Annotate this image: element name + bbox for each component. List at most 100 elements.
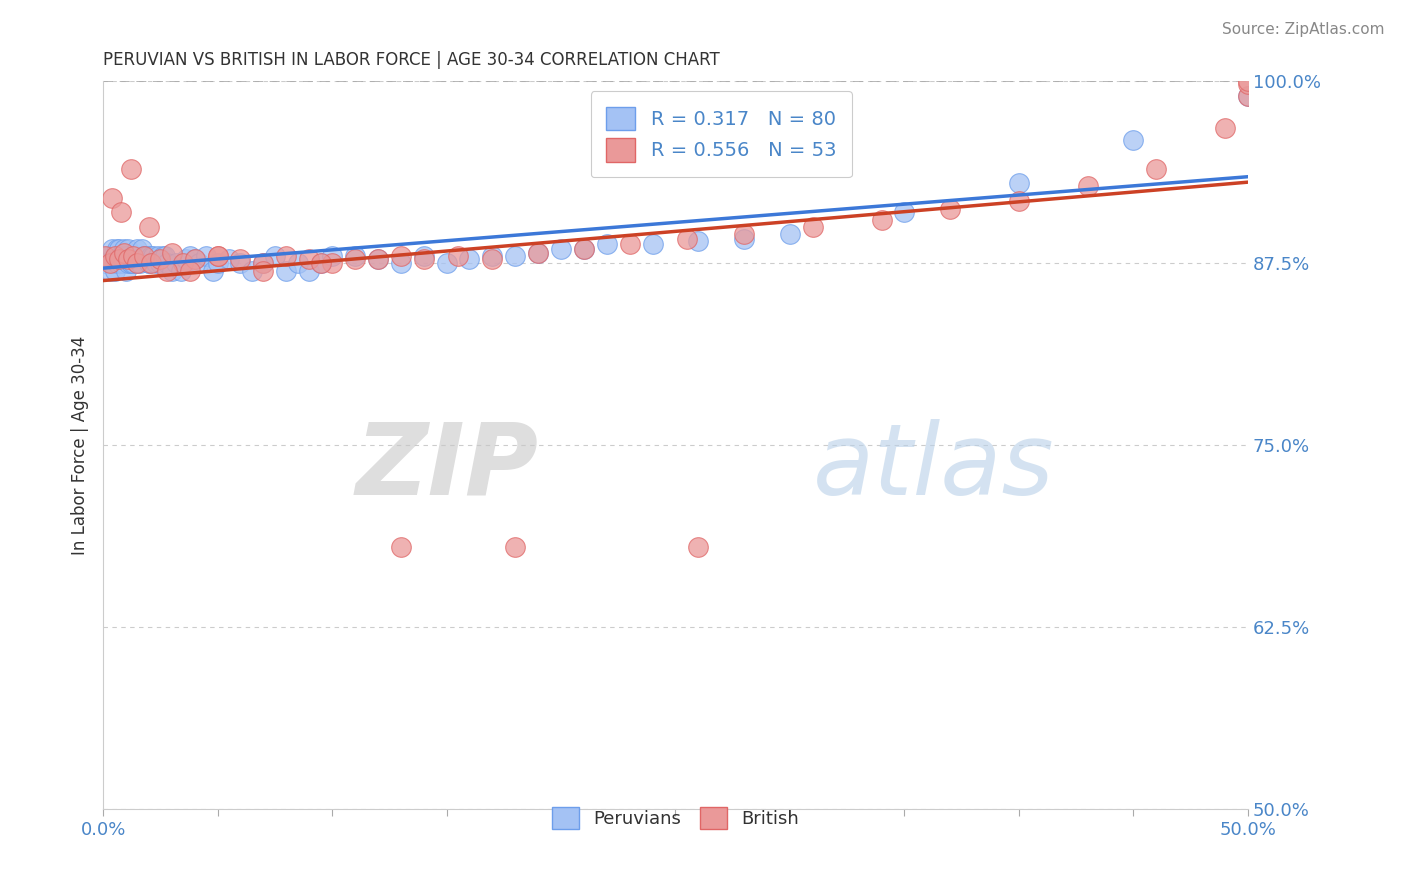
Point [120, 256, 142, 270]
Point [115, 249, 138, 263]
Point [801, 219, 824, 234]
Point [97, 249, 120, 263]
Point [1077, 179, 1099, 194]
Point [101, 256, 124, 270]
Point [108, 252, 131, 266]
Point [733, 231, 755, 245]
Point [343, 249, 366, 263]
Point [112, 256, 135, 270]
Text: PERUVIAN VS BRITISH IN LABOR FORCE | AGE 30-34 CORRELATION CHART: PERUVIAN VS BRITISH IN LABOR FORCE | AGE… [103, 51, 720, 69]
Point [1122, 132, 1144, 146]
Point [183, 252, 205, 266]
Point [153, 249, 176, 263]
Point [1008, 176, 1031, 190]
Point [110, 205, 132, 219]
Point [1237, 89, 1260, 103]
Point [146, 249, 169, 263]
Point [367, 252, 389, 266]
Point [98, 256, 121, 270]
Point [389, 249, 412, 263]
Point [218, 252, 240, 266]
Point [276, 249, 298, 263]
Point [252, 256, 274, 270]
Point [105, 256, 128, 270]
Point [117, 242, 139, 256]
Point [412, 252, 434, 266]
Point [170, 263, 193, 277]
Point [252, 263, 274, 277]
Point [115, 263, 138, 277]
Point [733, 227, 755, 242]
Point [1237, 89, 1260, 103]
Point [135, 249, 157, 263]
Point [98, 263, 121, 277]
Point [287, 256, 309, 270]
Point [503, 540, 526, 554]
Point [240, 263, 263, 277]
Point [138, 256, 160, 270]
Point [202, 263, 225, 277]
Point [152, 249, 174, 263]
Point [367, 252, 389, 266]
Text: ZIP: ZIP [356, 418, 538, 516]
Point [1237, 77, 1260, 91]
Point [481, 249, 503, 263]
Point [572, 242, 595, 256]
Point [174, 252, 197, 266]
Point [188, 256, 211, 270]
Point [321, 256, 343, 270]
Point [141, 249, 163, 263]
Point [110, 249, 132, 263]
Point [108, 249, 131, 263]
Point [676, 231, 699, 245]
Point [122, 249, 145, 263]
Point [103, 249, 125, 263]
Point [160, 263, 183, 277]
Point [527, 246, 550, 260]
Text: Source: ZipAtlas.com: Source: ZipAtlas.com [1222, 22, 1385, 37]
Point [149, 252, 172, 266]
Point [108, 242, 131, 256]
Point [207, 249, 229, 263]
Point [252, 256, 274, 270]
Point [343, 252, 366, 266]
Point [195, 249, 218, 263]
Point [94, 256, 117, 270]
Point [207, 249, 229, 263]
Legend: Peruvians, British: Peruvians, British [537, 793, 813, 844]
Point [138, 219, 160, 234]
Point [458, 252, 481, 266]
Point [229, 252, 252, 266]
Point [101, 191, 124, 205]
Point [131, 242, 153, 256]
Point [309, 256, 332, 270]
Point [321, 249, 343, 263]
Point [619, 237, 641, 252]
Point [436, 256, 458, 270]
Point [207, 256, 229, 270]
Point [527, 246, 550, 260]
Point [145, 256, 167, 270]
Point [117, 252, 139, 266]
Point [160, 246, 183, 260]
Point [309, 256, 332, 270]
Point [1008, 194, 1031, 208]
Point [389, 256, 412, 270]
Point [94, 249, 117, 263]
Point [572, 242, 595, 256]
Point [112, 242, 135, 256]
Point [142, 249, 165, 263]
Point [138, 256, 160, 270]
Point [1144, 161, 1167, 176]
Point [1213, 120, 1236, 135]
Point [165, 256, 187, 270]
Point [105, 242, 128, 256]
Point [112, 246, 135, 260]
Point [263, 249, 285, 263]
Text: atlas: atlas [813, 418, 1054, 516]
Point [229, 256, 252, 270]
Point [134, 249, 156, 263]
Point [134, 249, 156, 263]
Point [481, 252, 503, 266]
Y-axis label: In Labor Force | Age 30-34: In Labor Force | Age 30-34 [72, 335, 89, 555]
